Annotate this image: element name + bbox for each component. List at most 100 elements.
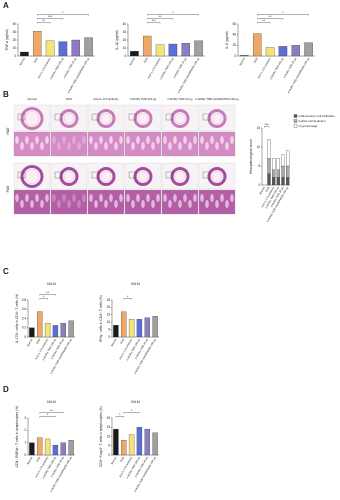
y-tick-label: 40 [233, 33, 237, 37]
crypt [168, 142, 172, 150]
bar-segment [281, 154, 285, 167]
crypt [99, 194, 103, 202]
column-header: rt-RORγ TMD (H426/RA50) 100 μg [195, 97, 239, 101]
x-tick-label: Normal [258, 185, 266, 195]
chart-title: MLN [47, 281, 56, 286]
significance-bracket [264, 126, 270, 128]
crypt [94, 142, 98, 150]
histology-zoom [50, 189, 88, 215]
significance-label: * [43, 295, 45, 299]
y-tick-label: 0.2 [22, 326, 27, 330]
x-tick-label: Normal [110, 337, 118, 347]
crypt [193, 136, 197, 144]
crypt [220, 194, 224, 202]
crypt [45, 194, 49, 202]
significance-label: * [47, 413, 49, 417]
significance-bracket [39, 416, 56, 418]
x-tick-label: Normal [18, 56, 26, 66]
crypt [20, 200, 24, 208]
significance-label: * [62, 11, 64, 15]
y-tick-label: 2 [24, 428, 26, 432]
x-tick-label: DSS [264, 186, 270, 193]
significance-bracket [257, 14, 309, 16]
crypt [35, 136, 39, 144]
zoom-box [91, 171, 100, 179]
bar [142, 35, 152, 57]
y-tick-label: 0 [14, 54, 16, 58]
bar [128, 434, 135, 456]
crypt [183, 136, 187, 144]
crypt [104, 200, 108, 208]
crypt [57, 200, 61, 208]
bar-segment [272, 169, 276, 178]
crypt [30, 142, 34, 150]
crypt [146, 136, 150, 144]
y-tick-label: 10 [107, 320, 111, 324]
significance-bracket [37, 22, 51, 24]
y-tick-label: 0.4 [22, 316, 27, 320]
bar [240, 55, 249, 57]
crypt [200, 194, 204, 202]
crypt [156, 194, 160, 202]
y-tick-label: 15 [257, 126, 261, 130]
tissue-lumen [137, 171, 149, 182]
bar [252, 33, 262, 57]
zoom-box [17, 113, 26, 121]
column-header: rt-RORγ TMD 100 μg [130, 97, 157, 101]
crypt [173, 194, 177, 202]
crypt [136, 136, 140, 144]
crypt [62, 136, 66, 144]
y-tick-label: 3 [24, 416, 26, 420]
crypt [104, 142, 108, 150]
column-header: Anti-IL-17A antibody [93, 97, 119, 101]
zoom-box [54, 171, 63, 179]
crypt [52, 136, 56, 144]
crypt [178, 200, 182, 208]
crypt [131, 142, 135, 150]
x-tick-label: DSS [35, 338, 41, 345]
y-axis-label: CD4⁺ RORγt⁺ T cells in lymphocytes (%) [15, 406, 19, 468]
x-tick-label: Normal [128, 56, 136, 66]
y-tick-label: 0 [24, 453, 26, 457]
crypt [151, 142, 155, 150]
crypt [210, 194, 214, 202]
significance-bracket [257, 18, 284, 20]
y-axis-label: IL-6 (pg/ml) [225, 31, 229, 48]
zoom-box [202, 171, 211, 179]
tissue-ring [96, 109, 116, 128]
bar [136, 427, 143, 456]
bar [168, 43, 178, 57]
row-label: H&E [6, 127, 10, 135]
tissue-ring [170, 167, 190, 186]
tissue-lumen [24, 111, 40, 126]
significance-label: * [131, 409, 133, 413]
y-tick-label: 5 [108, 327, 110, 331]
crypt [94, 200, 98, 208]
y-tick-label: 30 [123, 30, 127, 34]
bar [52, 325, 59, 338]
y-tick-label: 60 [233, 22, 237, 26]
crypt [35, 194, 39, 202]
crypt [156, 136, 160, 144]
y-tick-label: 30 [13, 30, 17, 34]
crypt [230, 136, 234, 144]
bar [181, 43, 191, 57]
legend-label: Inflammatory cell infiltration [299, 114, 336, 118]
x-tick-label: DSS [253, 57, 259, 64]
crypt [183, 194, 187, 202]
y-axis-label: IL-1β (pg/ml) [115, 30, 119, 49]
bar [20, 51, 29, 57]
crypt [119, 136, 123, 144]
tissue-ring [133, 167, 153, 186]
bar [144, 428, 150, 456]
tissue-ring [207, 109, 227, 128]
significance-label: ** [159, 15, 162, 19]
legend-swatch [293, 114, 298, 118]
bar [128, 319, 135, 338]
column-header: Normal [27, 97, 36, 101]
legend-label: Goblet cell depletion [299, 119, 327, 123]
significance-label: * [119, 413, 121, 417]
crypt [173, 136, 177, 144]
bar-segment [267, 139, 271, 159]
